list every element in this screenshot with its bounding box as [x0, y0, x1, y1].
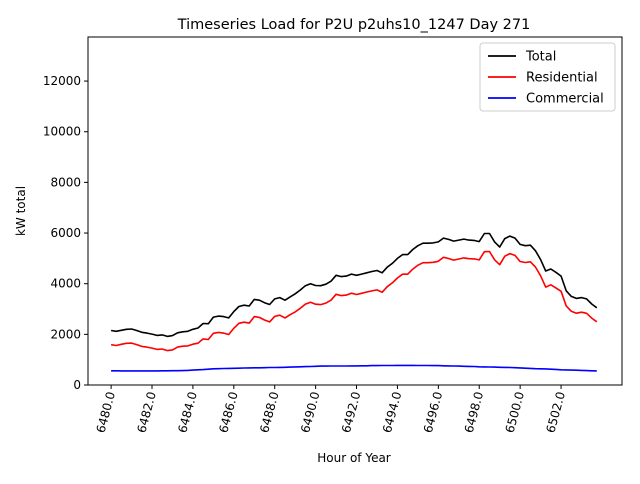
y-axis-label: kW total [14, 186, 28, 236]
x-tick-label: 6494.0 [380, 390, 404, 434]
plot-area-frame [87, 36, 623, 386]
legend-frame [479, 42, 616, 112]
legend: Total Residential Commercial [479, 42, 616, 112]
y-tick-label: 4000 [50, 277, 81, 291]
series-line-total [110, 232, 598, 338]
x-tick-label: 6492.0 [339, 390, 363, 434]
legend-label: Commercial [526, 92, 604, 107]
x-tick-label: 6480.0 [94, 390, 118, 434]
y-tick-label: 2000 [50, 327, 81, 341]
series-line-commercial [111, 364, 597, 372]
y-tick-label: 0 [73, 378, 81, 392]
chart-title: Timeseries Load for P2U p2uhs10_1247 Day… [177, 17, 531, 33]
x-tick-label: 6498.0 [462, 390, 486, 434]
y-tick-label: 12000 [43, 74, 81, 88]
x-tick-label: 6488.0 [257, 390, 281, 434]
x-tick-label: 6490.0 [298, 390, 322, 434]
x-tick-label: 6484.0 [175, 390, 199, 434]
x-tick-label: 6496.0 [421, 390, 445, 434]
legend-label: Total [525, 50, 556, 65]
x-axis-label: Hour of Year [317, 451, 391, 465]
y-tick-label: 10000 [43, 125, 81, 139]
legend-label: Residential [526, 71, 598, 86]
y-tick-label: 6000 [50, 226, 81, 240]
x-tick-label: 6500.0 [503, 390, 527, 434]
y-tick-label: 8000 [50, 175, 81, 189]
x-tick-label: 6502.0 [544, 390, 568, 434]
x-tick-label: 6482.0 [135, 390, 159, 434]
x-tick-label: 6486.0 [216, 390, 240, 434]
series-line-residential [110, 250, 598, 352]
